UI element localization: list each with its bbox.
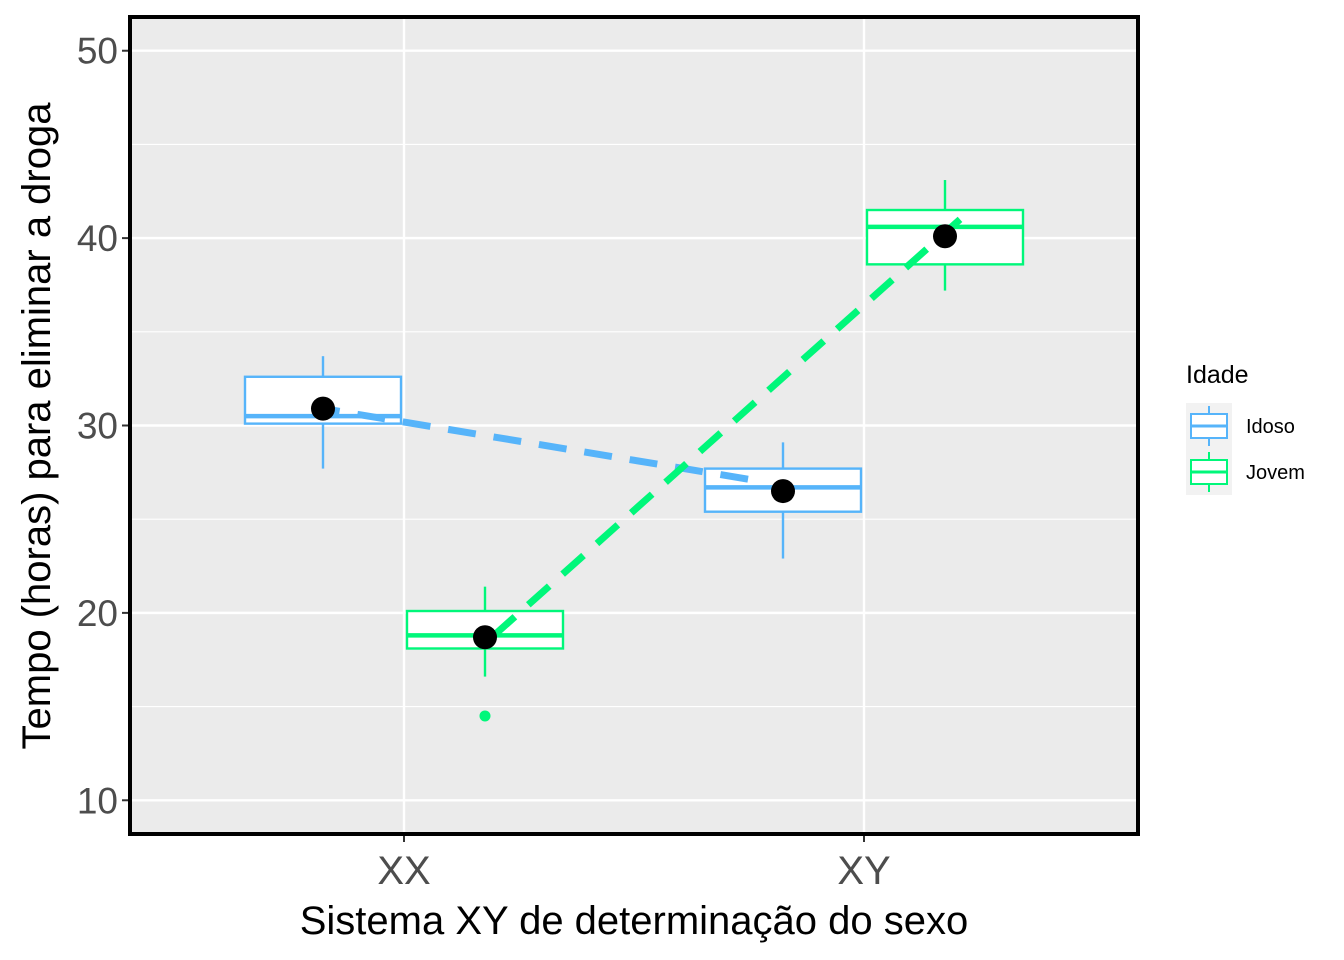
- outlier-point: [479, 710, 491, 722]
- mean-point: [933, 224, 957, 249]
- y-tick-label: 30: [77, 406, 118, 447]
- plot-marks: [243, 180, 1025, 722]
- y-tick-label: 50: [77, 31, 118, 72]
- legend: Idade Idoso Jovem: [1186, 361, 1305, 495]
- legend-label: Jovem: [1246, 462, 1305, 484]
- y-axis-title: Tempo (horas) para eliminar a droga: [15, 102, 59, 750]
- mean-point: [771, 479, 795, 504]
- y-tick-label: 40: [77, 218, 118, 259]
- legend-title: Idade: [1186, 361, 1249, 389]
- y-tick-label: 10: [77, 780, 118, 821]
- plot-border: [128, 15, 1140, 836]
- x-tick-label: XX: [377, 849, 430, 893]
- legend-key-jovem: Jovem: [1186, 449, 1305, 495]
- mean-point: [311, 396, 335, 421]
- mean-line-jovem: [491, 216, 963, 638]
- y-tick-label: 20: [77, 593, 118, 634]
- x-axis-ticks: XX XY: [377, 834, 891, 893]
- legend-keys: Idoso Jovem: [1186, 403, 1305, 495]
- legend-key-idoso: Idoso: [1186, 403, 1295, 449]
- legend-label: Idoso: [1246, 416, 1295, 438]
- y-axis-ticks: 10 20 30 40 50: [77, 31, 130, 821]
- x-tick-label: XY: [837, 849, 890, 893]
- x-axis-title: Sistema XY de determinação do sexo: [300, 899, 969, 943]
- mean-point: [473, 625, 497, 650]
